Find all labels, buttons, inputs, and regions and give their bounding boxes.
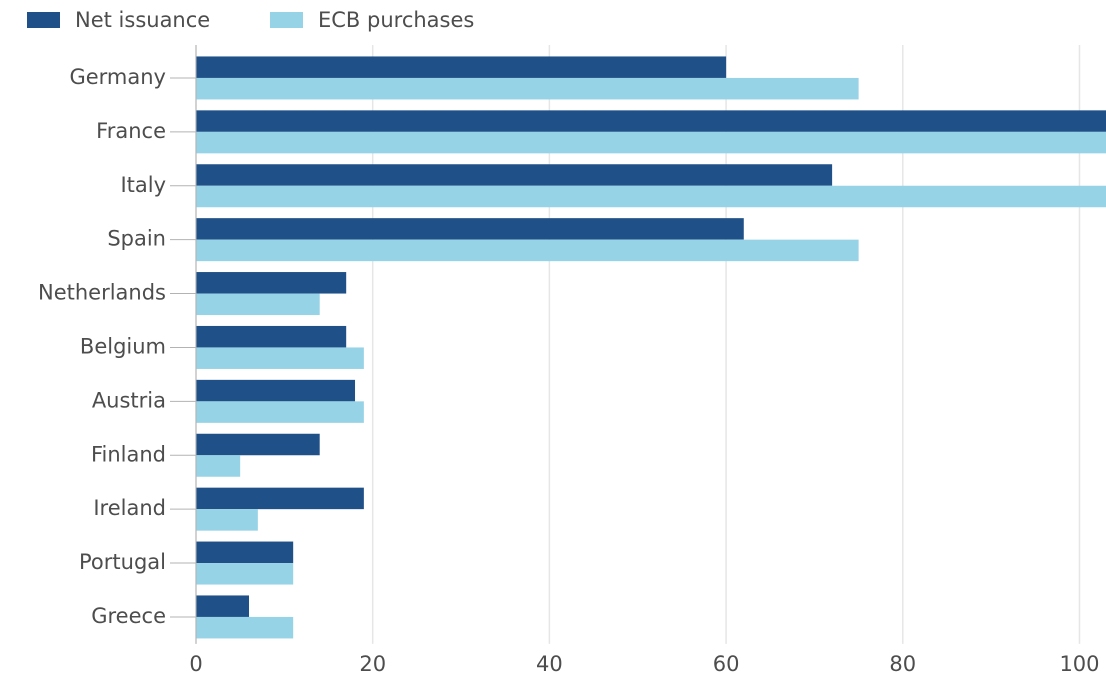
legend-swatch bbox=[27, 12, 60, 28]
bar bbox=[196, 185, 1106, 208]
x-tick-label: 20 bbox=[359, 652, 386, 676]
bar bbox=[196, 455, 241, 477]
bar bbox=[196, 131, 1106, 154]
bar bbox=[196, 77, 859, 100]
bar bbox=[196, 433, 320, 456]
y-tick-label: Netherlands bbox=[38, 281, 166, 305]
legend-label: ECB purchases bbox=[318, 8, 474, 32]
y-tick-label: Ireland bbox=[93, 496, 166, 520]
legend-label: Net issuance bbox=[75, 8, 210, 32]
x-tick-label: 40 bbox=[536, 652, 563, 676]
bar bbox=[196, 239, 859, 262]
y-tick-label: Greece bbox=[91, 604, 166, 628]
bar bbox=[196, 56, 727, 78]
bar bbox=[196, 401, 364, 423]
x-tick-label: 80 bbox=[889, 652, 916, 676]
bar bbox=[196, 272, 347, 294]
legend-swatch bbox=[270, 12, 303, 28]
bar bbox=[196, 347, 364, 369]
bar bbox=[196, 541, 294, 564]
bar bbox=[196, 595, 250, 617]
y-tick-label: Italy bbox=[120, 173, 166, 197]
bar bbox=[196, 164, 833, 186]
bar bbox=[196, 509, 258, 531]
bar bbox=[196, 379, 356, 402]
bar bbox=[196, 487, 364, 510]
y-tick-label: Austria bbox=[92, 388, 166, 412]
x-tick-label: 60 bbox=[713, 652, 740, 676]
y-tick-label: Portugal bbox=[79, 550, 166, 574]
bar bbox=[196, 293, 320, 316]
bar bbox=[196, 218, 744, 240]
y-tick-label: Finland bbox=[91, 442, 166, 466]
bar bbox=[196, 110, 1106, 132]
y-tick-label: Belgium bbox=[80, 334, 166, 358]
y-tick-label: France bbox=[96, 119, 166, 143]
bar bbox=[196, 616, 294, 639]
bar bbox=[196, 563, 294, 585]
y-tick-label: Germany bbox=[69, 65, 166, 89]
y-tick-label: Spain bbox=[107, 227, 166, 251]
x-tick-label: 0 bbox=[189, 652, 202, 676]
x-tick-label: 100 bbox=[1059, 652, 1099, 676]
bar bbox=[196, 325, 347, 348]
